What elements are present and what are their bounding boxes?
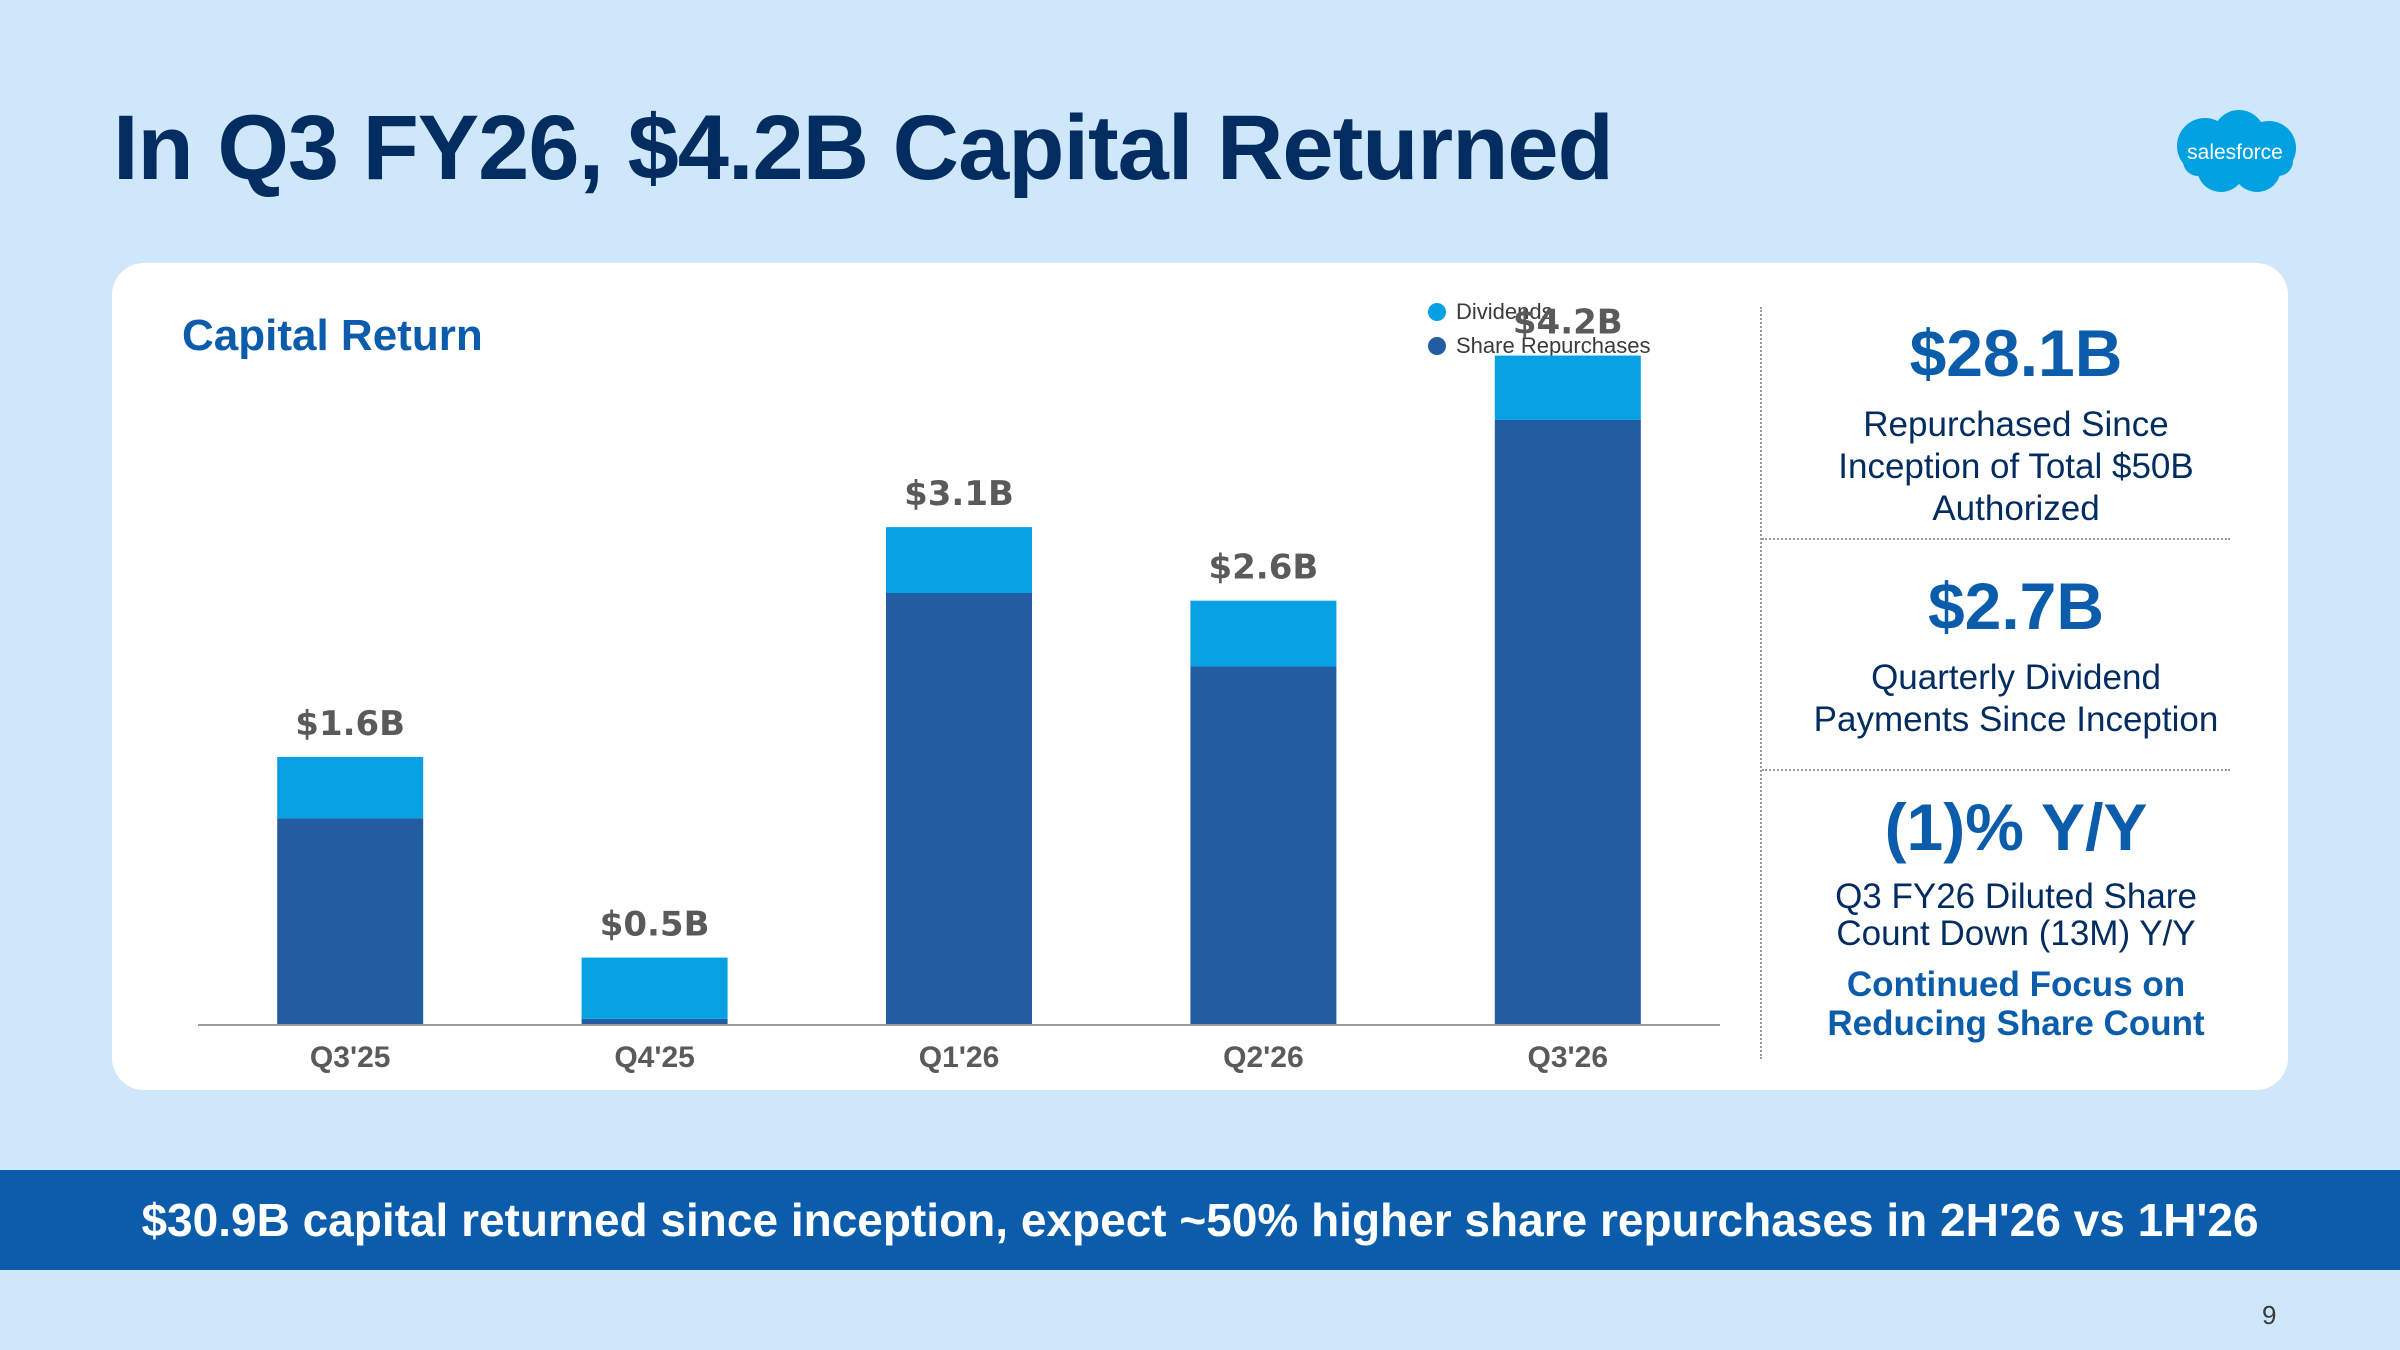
bar-dividends: [581, 957, 728, 1019]
capital-return-card: Capital Return Dividends Share Repurchas…: [112, 263, 2288, 1090]
bar-total-label: $2.6B: [1208, 548, 1318, 588]
x-tick-label: Q3'26: [1528, 1041, 1609, 1074]
stat-desc-share-count: Q3 FY26 Diluted Share Count Down (13M) Y…: [1764, 876, 2268, 954]
x-tick-label: Q2'26: [1223, 1041, 1304, 1074]
stat-line: Inception of Total $50B: [1838, 446, 2194, 486]
card-title: Capital Return: [182, 311, 483, 360]
stat-value-share-count: (1)% Y/Y: [1884, 790, 2148, 864]
stat-share-count: (1)% Y/Y Q3 FY26 Diluted Share Count Dow…: [1764, 791, 2268, 1044]
bar-total-label: $0.5B: [600, 905, 710, 945]
bar-share-repurchases: [1190, 666, 1337, 1025]
bar-share-repurchases: [1494, 419, 1641, 1025]
x-tick-label: Q1'26: [919, 1041, 1000, 1074]
stat-desc-repurchased: Repurchased Since Inception of Total $50…: [1764, 404, 2268, 530]
stat-emphasis-line: Reducing Share Count: [1827, 1004, 2205, 1044]
stat-line: Payments Since Inception: [1813, 699, 2219, 739]
banner-text: $30.9B capital returned since inception,…: [141, 1194, 2259, 1246]
bar-dividends: [1190, 600, 1337, 667]
legend-label-repurchases: Share Repurchases: [1456, 333, 1651, 358]
stat-line: Repurchased Since: [1863, 404, 2169, 444]
x-tick-label: Q3'25: [310, 1041, 391, 1074]
bar-dividends: [886, 527, 1032, 593]
bar-share-repurchases: [581, 1018, 728, 1025]
stat-line: Q3 FY26 Diluted Share: [1835, 876, 2197, 916]
stat-value-dividend: $2.7B: [1927, 569, 2105, 643]
bar-total-label: $1.6B: [295, 704, 405, 744]
stat-desc-dividend: Quarterly Dividend Payments Since Incept…: [1764, 657, 2268, 741]
legend-dot-repurchases: [1428, 337, 1446, 355]
legend-label-dividends: Dividends: [1456, 299, 1553, 324]
page-number: 9: [2262, 1300, 2277, 1330]
stats-divider-2: [1762, 769, 2230, 771]
logo-text: salesforce: [2187, 141, 2283, 164]
capital-return-chart: $1.6B Q3'25 $0.5B Q4'25 $3.1B Q1'26 $2.6B Q2'26…: [198, 303, 1720, 1074]
stats-divider-1: [1762, 538, 2230, 540]
stat-emphasis-line: Continued Focus on: [1846, 965, 2186, 1005]
stat-value-repurchased: $28.1B: [1909, 316, 2123, 390]
x-tick-label: Q4'25: [614, 1041, 695, 1074]
chart-legend: Dividends Share Repurchases: [1428, 295, 1650, 363]
stat-line: Quarterly Dividend: [1871, 657, 2161, 697]
bar-share-repurchases: [886, 593, 1032, 1025]
bar-total-label: $4.2B: [1513, 303, 1623, 343]
bar-dividends: [277, 756, 424, 819]
stats-divider-vertical: [1760, 307, 1762, 1059]
stat-emphasis: Continued Focus on Reducing Share Count: [1764, 965, 2268, 1043]
salesforce-logo: salesforce: [2177, 110, 2296, 192]
legend-dot-dividends: [1428, 303, 1446, 321]
stat-line: Authorized: [1932, 488, 2100, 528]
stat-dividend: $2.7B Quarterly Dividend Payments Since …: [1764, 570, 2268, 741]
footer-banner: $30.9B capital returned since inception,…: [0, 1170, 2400, 1270]
stat-repurchased: $28.1B Repurchased Since Inception of To…: [1764, 317, 2268, 530]
bar-share-repurchases: [277, 818, 424, 1025]
stat-line: Count Down (13M) Y/Y: [1836, 914, 2196, 954]
bar-dividends: [1494, 355, 1641, 420]
legend-item-repurchases: Share Repurchases: [1428, 329, 1650, 363]
legend-item-dividends: Dividends: [1428, 295, 1650, 329]
page-title: In Q3 FY26, $4.2B Capital Returned: [113, 97, 1614, 199]
bar-total-label: $3.1B: [904, 474, 1014, 514]
